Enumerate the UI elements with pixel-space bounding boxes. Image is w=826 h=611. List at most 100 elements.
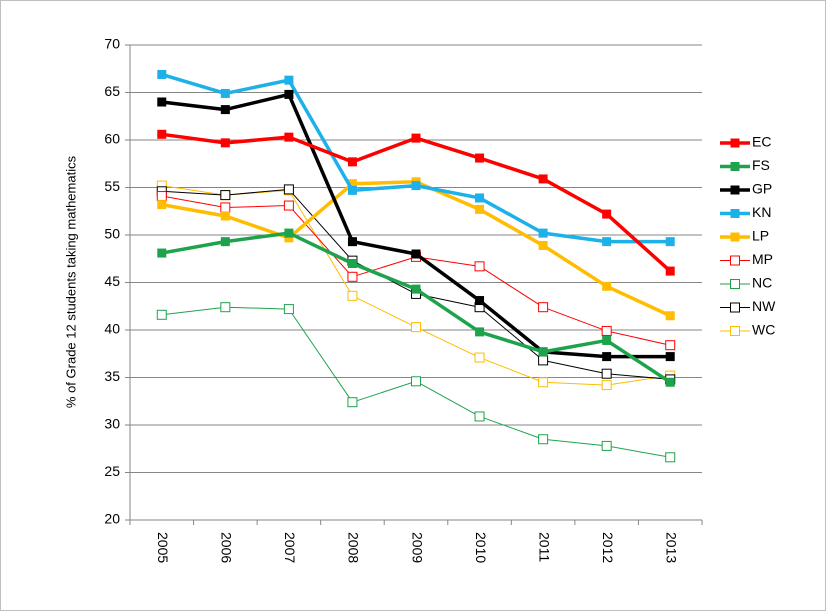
marker (601, 380, 612, 391)
marker (284, 132, 294, 142)
marker (347, 290, 358, 301)
marker (157, 97, 167, 107)
x-tick-label: 2013 (664, 532, 680, 563)
marker (220, 105, 230, 115)
x-tick-label: 2005 (155, 532, 171, 563)
legend-marker (730, 162, 740, 171)
y-axis-label: % of Grade 12 students taking mathematic… (63, 155, 78, 408)
x-tick-label: 2009 (409, 532, 425, 563)
marker (602, 237, 612, 247)
marker (411, 284, 421, 294)
marker (347, 237, 357, 247)
marker (538, 377, 549, 388)
marker (220, 190, 231, 201)
marker (665, 311, 675, 321)
marker (602, 335, 612, 345)
marker (602, 352, 612, 362)
marker (283, 304, 294, 315)
y-tick-label: 55 (104, 178, 120, 194)
marker (157, 69, 167, 79)
marker (220, 237, 230, 247)
legend-marker (730, 185, 740, 195)
marker (220, 211, 230, 221)
marker (475, 153, 485, 163)
marker (411, 376, 421, 387)
legend-label: NW (752, 298, 776, 314)
marker (538, 302, 549, 313)
marker (538, 174, 548, 184)
marker (538, 355, 549, 366)
y-tick-label: 45 (104, 273, 120, 289)
y-tick-label: 25 (104, 463, 120, 479)
y-tick-label: 65 (104, 83, 120, 99)
marker (475, 296, 485, 306)
marker (347, 185, 357, 195)
marker (284, 89, 294, 99)
x-tick-label: 2006 (219, 532, 235, 563)
marker (601, 368, 612, 379)
marker (220, 138, 230, 148)
marker (602, 209, 612, 219)
marker (665, 452, 676, 463)
legend-marker (730, 326, 740, 336)
y-tick-label: 35 (104, 368, 120, 384)
y-tick-label: 20 (104, 511, 120, 527)
legend-marker (730, 279, 740, 289)
legend-label: FS (752, 157, 770, 173)
legend-marker (730, 302, 740, 313)
marker (284, 75, 294, 85)
marker (411, 133, 421, 143)
legend-marker (730, 255, 740, 266)
y-tick-label: 30 (104, 416, 120, 432)
marker (157, 200, 167, 210)
marker (347, 157, 357, 167)
marker (475, 204, 485, 214)
marker (220, 202, 231, 213)
x-tick-label: 2008 (346, 532, 362, 563)
marker (283, 184, 294, 195)
marker (411, 322, 421, 333)
marker (602, 281, 612, 291)
legend-label: NC (752, 275, 772, 291)
legend-marker (730, 209, 740, 218)
marker (284, 228, 294, 238)
marker (411, 181, 421, 191)
marker (665, 352, 675, 362)
marker (347, 271, 358, 282)
marker (538, 240, 548, 250)
y-tick-label: 50 (104, 226, 120, 242)
x-tick-label: 2007 (282, 532, 298, 563)
x-tick-label: 2012 (600, 532, 616, 563)
marker (474, 352, 485, 363)
marker (156, 191, 167, 202)
x-tick-label: 2011 (536, 532, 552, 562)
legend-label: GP (752, 181, 772, 197)
marker (157, 248, 167, 258)
marker (665, 377, 675, 387)
legend-label: LP (752, 228, 769, 244)
marker (411, 249, 421, 259)
y-tick-label: 60 (104, 131, 120, 147)
legend-marker (730, 232, 740, 242)
marker (220, 88, 230, 98)
legend-label: WC (752, 322, 775, 338)
marker (474, 261, 485, 272)
marker (665, 340, 676, 351)
legend-label: KN (752, 204, 771, 220)
legend-marker (730, 138, 740, 148)
legend-label: MP (752, 251, 773, 267)
marker (538, 347, 548, 357)
marker (347, 259, 357, 268)
marker (475, 327, 485, 337)
marker (220, 302, 231, 313)
marker (474, 411, 485, 422)
x-tick-label: 2010 (473, 532, 489, 563)
y-tick-label: 70 (104, 36, 120, 52)
marker (665, 266, 675, 276)
marker (665, 237, 675, 247)
marker (475, 193, 485, 203)
marker (283, 200, 294, 211)
